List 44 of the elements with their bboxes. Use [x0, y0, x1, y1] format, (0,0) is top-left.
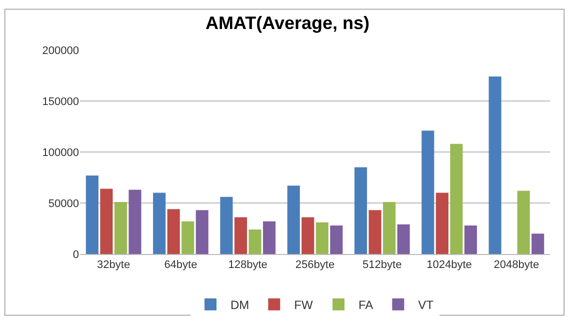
bar	[532, 234, 544, 254]
y-tick-label: 50000	[48, 198, 79, 210]
bar	[196, 210, 208, 254]
legend-label: VT	[418, 298, 434, 312]
bar	[182, 221, 194, 254]
bar	[287, 186, 300, 254]
y-tick-label: 0	[72, 248, 79, 261]
bar	[464, 225, 477, 254]
bar	[128, 190, 142, 254]
bar	[450, 144, 463, 254]
bar	[234, 217, 247, 254]
bar	[302, 217, 314, 254]
x-tick-label: 64byte	[164, 259, 198, 272]
x-tick-label: 1024byte	[426, 259, 472, 272]
bar	[316, 222, 328, 254]
bar	[330, 225, 343, 254]
legend-label: FA	[358, 298, 374, 312]
bar	[262, 221, 276, 254]
bar	[354, 167, 368, 254]
bar	[114, 202, 127, 254]
bar	[86, 175, 98, 254]
bar	[397, 224, 410, 254]
legend-label: DM	[230, 298, 250, 312]
x-tick-label: 128byte	[228, 259, 268, 272]
chart-title: AMAT(Average, ns)	[205, 13, 370, 34]
bar	[517, 190, 530, 254]
y-tick-label: 200000	[42, 44, 79, 57]
x-tick-label: 32byte	[97, 259, 130, 272]
y-tick-label: 150000	[42, 96, 79, 108]
bar	[220, 196, 233, 254]
bar	[368, 210, 382, 254]
x-tick-label: 256byte	[295, 259, 335, 272]
bar	[422, 130, 434, 254]
bar	[383, 202, 396, 254]
bar	[436, 192, 448, 254]
bar	[488, 76, 502, 254]
x-tick-label: 2048byte	[494, 259, 540, 272]
y-tick-label: 100000	[42, 146, 79, 159]
bar	[153, 192, 166, 254]
x-tick-label: 512byte	[362, 259, 402, 272]
bar	[167, 209, 180, 254]
legend-label: FW	[294, 298, 314, 312]
bar	[100, 188, 113, 254]
bar	[248, 230, 262, 254]
